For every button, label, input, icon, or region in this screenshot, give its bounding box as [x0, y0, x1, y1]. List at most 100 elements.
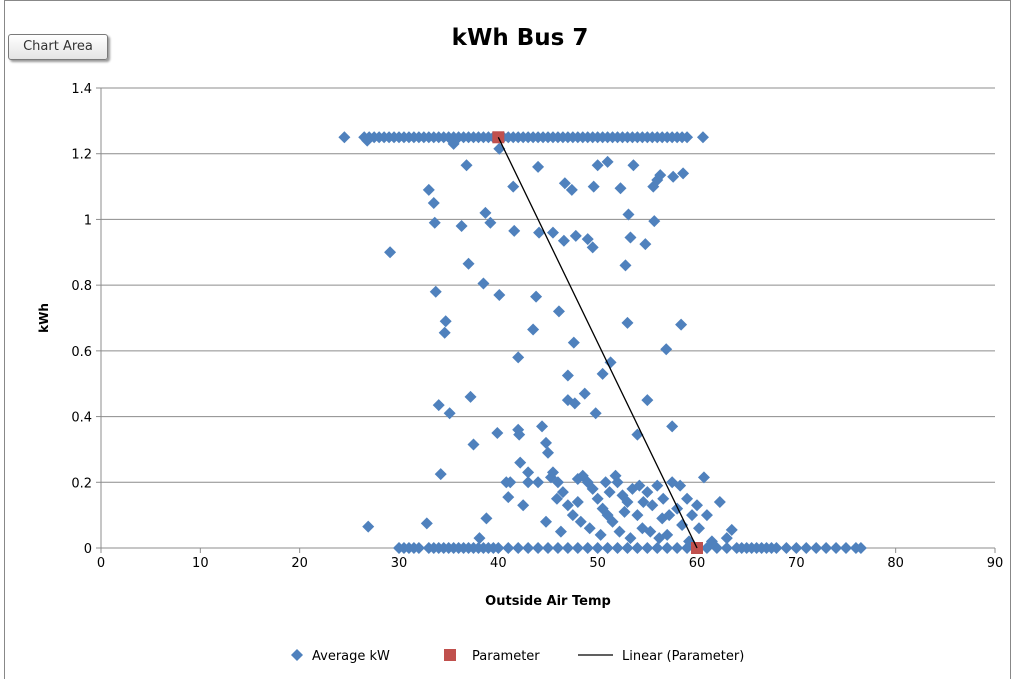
data-point: [567, 336, 580, 349]
data-point: [646, 499, 659, 512]
data-point: [546, 466, 559, 479]
data-point: [429, 285, 442, 298]
data-point: [705, 535, 718, 548]
data-point: [427, 197, 440, 209]
data-point: [639, 238, 652, 251]
legend-label: Linear (Parameter): [622, 649, 744, 664]
data-point: [550, 492, 563, 505]
data-point: [675, 318, 688, 331]
data-point: [578, 387, 591, 400]
data-point: [653, 532, 666, 545]
data-point: [581, 542, 594, 554]
data-point: [671, 542, 684, 554]
data-point: [667, 170, 680, 183]
data-point: [551, 476, 564, 489]
data-point: [362, 520, 375, 533]
data-point: [624, 532, 637, 545]
y-tick-label: 0.2: [71, 476, 92, 491]
data-point: [591, 159, 604, 172]
x-tick-label: 90: [987, 556, 1004, 571]
data-point: [517, 499, 530, 512]
data-point: [603, 486, 616, 499]
data-point: [586, 482, 599, 495]
data-point: [686, 509, 699, 522]
data-point: [713, 496, 726, 508]
data-point: [546, 226, 559, 239]
data-point: [530, 290, 543, 303]
data-point: [574, 515, 587, 528]
chart-border: [4, 0, 1011, 679]
data-point: [571, 542, 584, 554]
data-point: [591, 542, 604, 554]
data-point: [479, 206, 492, 219]
data-point: [512, 351, 525, 364]
data-point: [586, 241, 599, 254]
data-point: [532, 160, 545, 173]
data-point: [633, 479, 646, 492]
data-point: [755, 542, 768, 554]
data-point: [624, 231, 637, 244]
data-point: [840, 542, 852, 554]
data-point: [720, 542, 733, 554]
y-tick-label: 0.6: [71, 345, 92, 360]
x-tick-label: 20: [291, 556, 308, 571]
data-point: [691, 499, 703, 512]
legend-label: Average kW: [312, 649, 390, 664]
legend-label: Parameter: [472, 649, 540, 664]
data-point: [651, 542, 664, 554]
data-point: [657, 492, 670, 505]
data-point: [725, 523, 738, 536]
data-point: [627, 159, 640, 172]
data-point: [554, 525, 567, 538]
data-point: [557, 234, 570, 247]
data-point: [621, 542, 634, 554]
data-point: [618, 505, 631, 518]
data-point: [473, 532, 486, 545]
data-point: [651, 479, 664, 492]
y-tick-label: 0.8: [71, 279, 92, 294]
data-point: [492, 542, 505, 554]
data-point: [631, 542, 644, 554]
data-point: [512, 542, 525, 554]
data-point: [438, 326, 451, 339]
data-point: [614, 182, 627, 195]
data-point: [561, 369, 574, 382]
trend-line: [497, 137, 698, 549]
data-point: [504, 476, 517, 489]
data-point: [508, 224, 521, 237]
y-tick-label: 1.2: [71, 148, 92, 163]
data-point: [428, 216, 441, 229]
y-tick-label: 0: [84, 542, 92, 557]
data-point: [671, 502, 684, 515]
data-point: [780, 542, 793, 554]
data-point: [552, 305, 565, 318]
legend-marker: [444, 649, 456, 661]
data-point: [587, 180, 600, 193]
data-point: [542, 542, 554, 554]
data-point: [338, 131, 351, 144]
data-point: [606, 515, 619, 528]
data-point: [681, 131, 694, 144]
x-tick-label: 0: [97, 556, 105, 571]
data-point: [581, 233, 594, 246]
data-point: [589, 407, 602, 420]
data-point: [565, 183, 578, 196]
data-point: [384, 246, 397, 259]
x-tick-label: 80: [887, 556, 904, 571]
data-point: [569, 229, 582, 242]
data-point: [820, 542, 833, 554]
chart-area-tooltip: Chart Area: [8, 34, 108, 60]
data-point: [637, 496, 650, 508]
data-point: [596, 367, 609, 380]
data-point: [622, 208, 635, 221]
data-point: [566, 509, 579, 522]
data-point: [522, 476, 535, 489]
data-point: [648, 215, 661, 228]
data-point: [674, 479, 687, 492]
y-tick-label: 1: [84, 213, 92, 228]
data-point: [464, 390, 477, 403]
data-point: [522, 542, 535, 554]
data-point: [641, 394, 654, 407]
data-point: [571, 496, 584, 508]
